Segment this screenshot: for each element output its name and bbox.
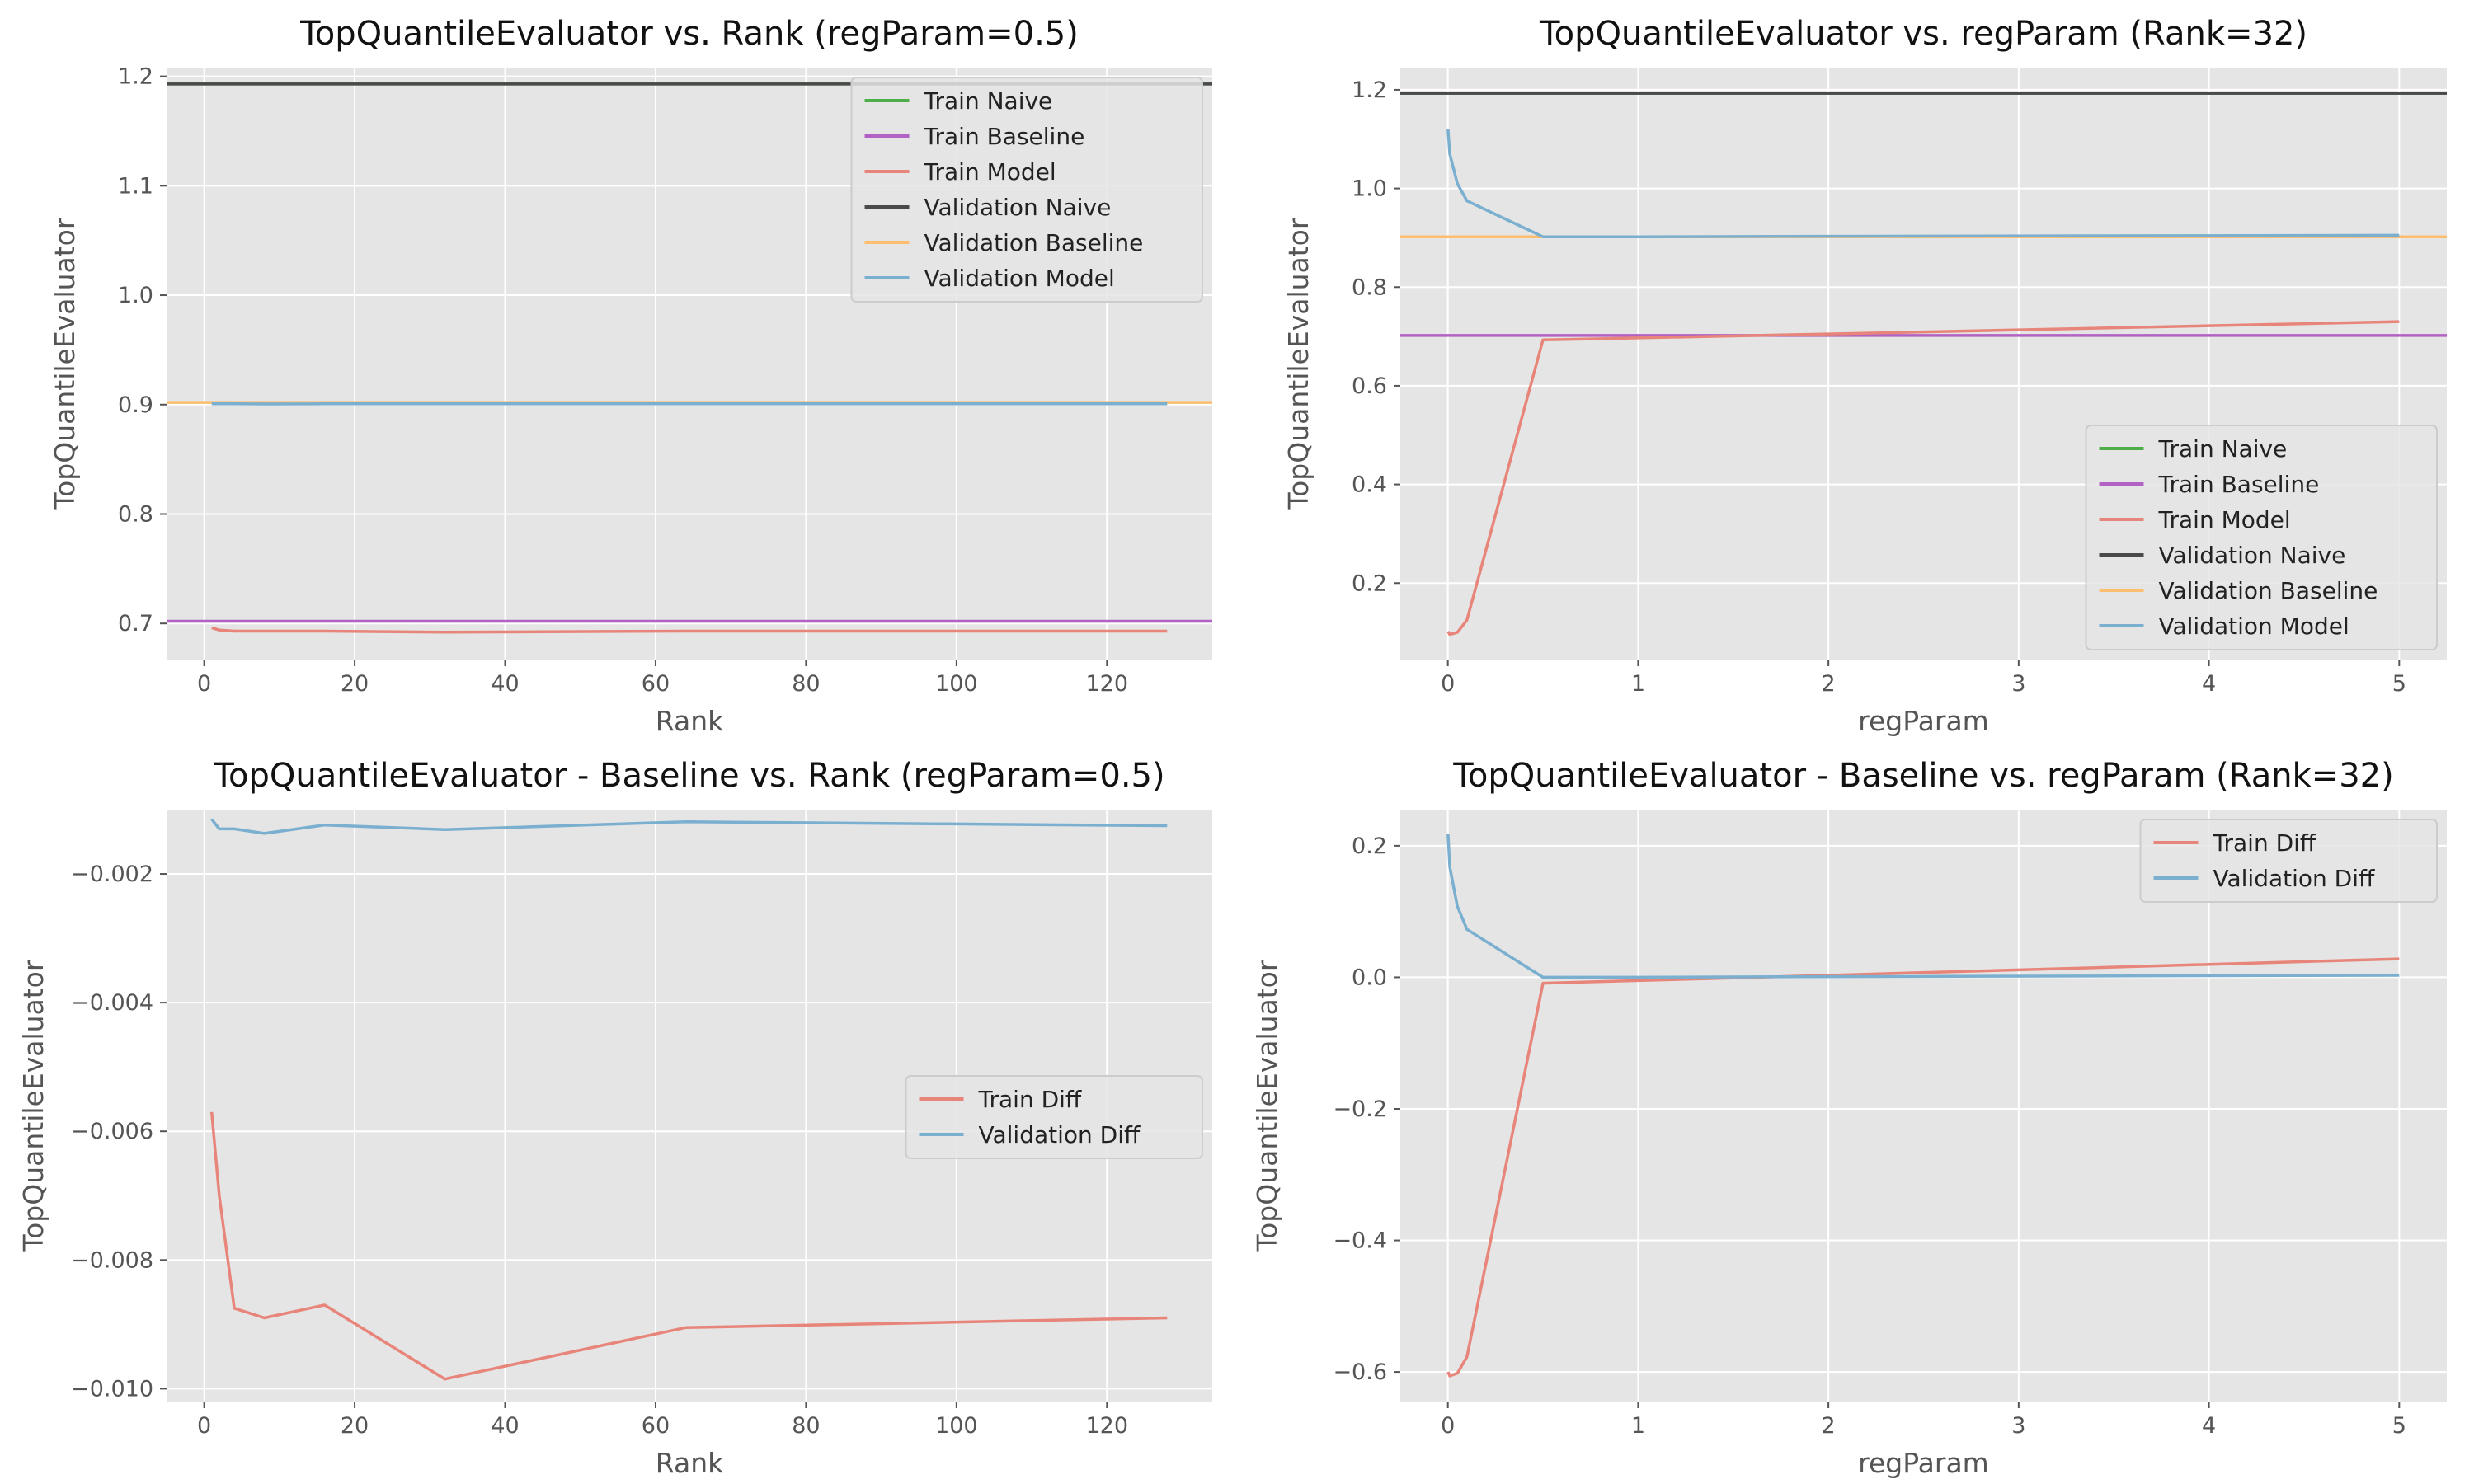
legend-label: Train Model — [924, 158, 1056, 186]
y-tick-label: 0.8 — [1352, 275, 1387, 300]
legend-box — [2085, 425, 2438, 650]
y-tick-label: −0.4 — [1333, 1228, 1387, 1254]
chart-3: 0 20 40 60 80 100 120 −0.010 −0.008 −0.006 −0.004 −… — [17, 757, 1212, 1479]
x-axis-label: regParam — [1858, 705, 1989, 737]
legend-label: Validation Baseline — [924, 229, 1144, 256]
x-tick-label: 2 — [1822, 671, 1836, 697]
x-tick-label: 20 — [341, 1413, 369, 1439]
plot-area — [1446, 834, 2400, 1378]
y-axis-label: TopQuantileEvaluator — [49, 218, 81, 510]
chart-title: TopQuantileEvaluator vs. Rank (regParam=… — [299, 15, 1079, 53]
x-tick-label: 3 — [2011, 1413, 2025, 1439]
legend-label: Validation Model — [924, 265, 1115, 292]
x-tick-label: 0 — [197, 671, 211, 697]
x-tick-label: 1 — [1631, 1413, 1645, 1439]
series-validation-diff — [1446, 834, 2400, 979]
x-tick-label: 0 — [1441, 671, 1455, 697]
series-train-model — [211, 626, 1168, 634]
x-tick-label: 3 — [2011, 671, 2025, 697]
y-tick-label: 0.2 — [1352, 834, 1387, 859]
x-tick-label: 2 — [1822, 1413, 1836, 1439]
y-tick-label: −0.010 — [71, 1376, 153, 1402]
x-tick-label: 20 — [341, 671, 369, 697]
series-train-model — [1446, 320, 2400, 636]
y-tick-label: 1.2 — [1352, 77, 1387, 103]
legend-box — [2139, 819, 2438, 903]
legend-label: Train Naive — [924, 87, 1053, 115]
y-tick-label: −0.008 — [71, 1247, 153, 1273]
chart-2: 0 1 2 3 4 5 0.2 0.4 0.6 0.8 1.0 1.2 TopQuantileEvalu… — [1282, 15, 2447, 737]
legend-label: Train Model — [2158, 506, 2291, 533]
x-tick-label: 1 — [1631, 671, 1645, 697]
legend-label: Train Diff — [2213, 829, 2316, 857]
legend-label: Train Naive — [2158, 435, 2288, 463]
x-tick-label: 80 — [792, 671, 820, 697]
series-train-diff — [209, 1111, 1168, 1381]
chart-4: 0 1 2 3 4 5 −0.6 −0.4 −0.2 0.0 0.2 TopQuantileEvalu… — [1251, 757, 2447, 1479]
legend-label: Validation Model — [2159, 613, 2349, 640]
y-tick-label: 1.1 — [118, 173, 153, 199]
legend-box — [850, 77, 1203, 303]
legend-label: Validation Diff — [979, 1121, 1141, 1148]
x-tick-label: 100 — [935, 1413, 978, 1439]
plot-background — [1400, 810, 2447, 1402]
y-tick-label: 0.4 — [1352, 472, 1387, 498]
y-tick-label: 1.2 — [118, 64, 153, 90]
x-tick-label: 0 — [197, 1413, 211, 1439]
x-tick-label: 60 — [642, 671, 670, 697]
y-tick-label: −0.006 — [71, 1119, 153, 1144]
y-tick-label: 1.0 — [1352, 176, 1387, 202]
y-axis-label: TopQuantileEvaluator — [1282, 218, 1315, 510]
legend: Train Naive Train Baseline Train Model Vali… — [2085, 425, 2438, 650]
legend: Train Naive Train Baseline Train Model Vali… — [850, 77, 1203, 303]
y-tick-label: −0.002 — [71, 862, 153, 887]
x-axis-label: regParam — [1858, 1447, 1989, 1479]
legend-label: Train Diff — [978, 1086, 1082, 1113]
x-tick-label: 80 — [792, 1413, 820, 1439]
x-tick-label: 100 — [935, 671, 978, 697]
x-axis-label: Rank — [656, 705, 724, 737]
y-tick-label: −0.004 — [71, 990, 153, 1016]
y-tick-label: 0.8 — [118, 501, 153, 527]
y-tick-label: 0.7 — [118, 611, 153, 636]
legend: Train Diff Validation Diff — [905, 1075, 1203, 1159]
chart-1: 0 20 40 60 80 100 120 0.7 0.8 0.9 1.0 1.1 1.2 TopQuan… — [49, 15, 1212, 737]
y-tick-label: 0.2 — [1352, 571, 1387, 596]
legend-box — [905, 1075, 1203, 1159]
plot-area — [209, 818, 1168, 1381]
x-tick-label: 60 — [642, 1413, 670, 1439]
x-tick-label: 40 — [491, 1413, 519, 1439]
y-tick-label: 0.0 — [1352, 965, 1387, 990]
legend-label: Validation Baseline — [2159, 577, 2378, 604]
x-tick-label: 4 — [2202, 671, 2216, 697]
legend-label: Train Baseline — [2158, 471, 2320, 498]
x-tick-label: 0 — [1441, 1413, 1455, 1439]
x-tick-label: 5 — [2392, 1413, 2406, 1439]
series-validation-diff — [210, 818, 1168, 835]
y-axis-label: TopQuantileEvaluator — [1251, 960, 1283, 1252]
legend-label: Train Baseline — [924, 123, 1085, 150]
x-tick-label: 120 — [1086, 671, 1129, 697]
y-tick-label: −0.2 — [1333, 1097, 1387, 1122]
y-tick-label: 1.0 — [118, 283, 153, 308]
y-axis-label: TopQuantileEvaluator — [17, 960, 49, 1252]
legend-label: Validation Diff — [2213, 865, 2376, 892]
x-tick-label: 4 — [2202, 1413, 2216, 1439]
legend-label: Validation Naive — [924, 194, 1112, 221]
y-tick-label: 0.9 — [118, 392, 153, 418]
x-tick-label: 5 — [2392, 671, 2406, 697]
y-tick-label: −0.6 — [1333, 1360, 1387, 1385]
x-tick-label: 120 — [1086, 1413, 1129, 1439]
x-axis-label: Rank — [656, 1447, 724, 1479]
chart-title: TopQuantileEvaluator - Baseline vs. regP… — [1452, 757, 2393, 795]
series-validation-model — [1446, 129, 2400, 238]
chart-title: TopQuantileEvaluator - Baseline vs. Rank… — [213, 757, 1164, 795]
y-tick-label: 0.6 — [1352, 373, 1387, 399]
plot-area — [1400, 92, 2447, 636]
legend: Train Diff Validation Diff — [2139, 819, 2438, 903]
x-tick-label: 40 — [491, 671, 519, 697]
legend-label: Validation Naive — [2159, 542, 2346, 569]
chart-title: TopQuantileEvaluator vs. regParam (Rank=… — [1539, 15, 2307, 53]
